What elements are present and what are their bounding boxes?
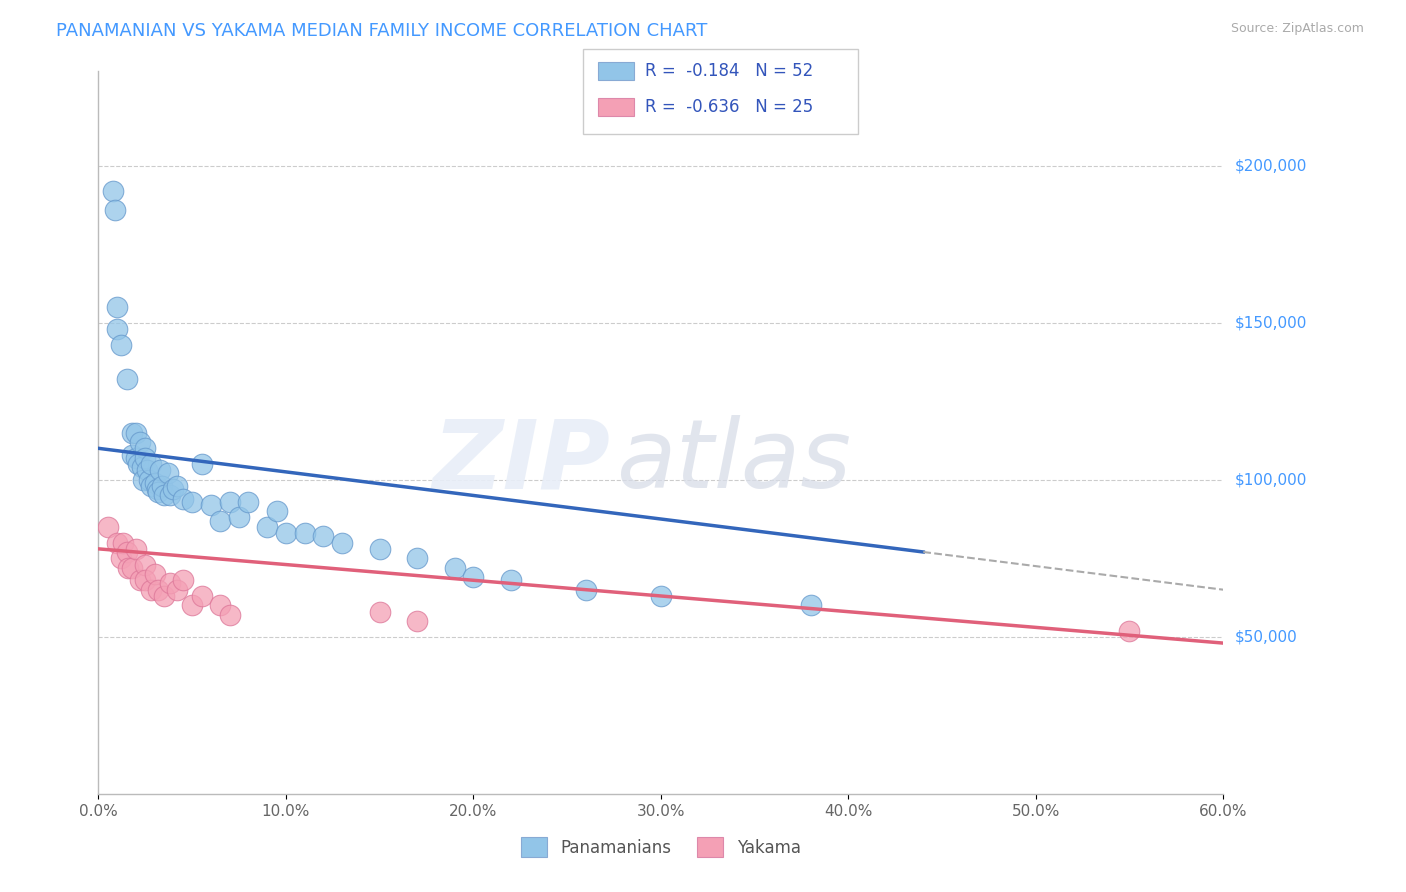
Point xyxy=(190,589,212,603)
Point xyxy=(132,473,155,487)
Point xyxy=(153,488,176,502)
Point xyxy=(800,599,823,613)
Point xyxy=(117,560,139,574)
Point xyxy=(125,425,148,440)
Point xyxy=(128,435,150,450)
Point xyxy=(134,442,156,456)
Point xyxy=(110,337,132,351)
Point xyxy=(121,560,143,574)
Point xyxy=(143,566,166,581)
Point xyxy=(110,551,132,566)
Text: $150,000: $150,000 xyxy=(1234,315,1306,330)
Point xyxy=(153,589,176,603)
Point xyxy=(368,605,391,619)
Point xyxy=(138,473,160,487)
Point xyxy=(159,488,181,502)
Point xyxy=(266,504,288,518)
Point xyxy=(463,570,485,584)
Point xyxy=(115,372,138,386)
Point xyxy=(131,460,153,475)
Point xyxy=(181,599,204,613)
Point xyxy=(139,479,162,493)
Point xyxy=(159,576,181,591)
Legend: Panamanians, Yakama: Panamanians, Yakama xyxy=(512,829,810,865)
Point xyxy=(148,485,170,500)
Point xyxy=(575,582,598,597)
Text: R =  -0.636   N = 25: R = -0.636 N = 25 xyxy=(645,98,814,116)
Point xyxy=(406,614,429,628)
Point xyxy=(125,541,148,556)
Point xyxy=(200,498,222,512)
Point xyxy=(128,574,150,588)
Point xyxy=(115,545,138,559)
Point xyxy=(181,494,204,508)
Point xyxy=(134,574,156,588)
Point xyxy=(218,494,240,508)
Point xyxy=(111,535,134,549)
Point xyxy=(312,529,335,543)
Text: $50,000: $50,000 xyxy=(1234,630,1298,644)
Point xyxy=(330,535,353,549)
Point xyxy=(166,479,188,493)
Text: atlas: atlas xyxy=(616,415,851,508)
Point xyxy=(145,482,167,496)
Text: Source: ZipAtlas.com: Source: ZipAtlas.com xyxy=(1230,22,1364,36)
Point xyxy=(209,514,232,528)
Point xyxy=(406,551,429,566)
Point xyxy=(209,599,232,613)
Point xyxy=(105,300,128,314)
Point xyxy=(166,582,188,597)
Point xyxy=(143,475,166,490)
Point xyxy=(104,202,127,217)
Point xyxy=(134,558,156,572)
Point xyxy=(274,526,297,541)
Point xyxy=(105,535,128,549)
Text: $200,000: $200,000 xyxy=(1234,158,1306,173)
Point xyxy=(156,467,179,481)
Point xyxy=(443,560,465,574)
Point xyxy=(256,520,278,534)
Point xyxy=(368,541,391,556)
Point xyxy=(294,526,316,541)
Point xyxy=(150,479,173,493)
Point xyxy=(172,574,194,588)
Point xyxy=(228,510,250,524)
Point xyxy=(103,184,125,198)
Text: ZIP: ZIP xyxy=(432,415,610,508)
Point xyxy=(105,322,128,336)
Point xyxy=(1118,624,1140,638)
Point xyxy=(149,463,172,477)
Point xyxy=(139,582,162,597)
Point xyxy=(499,574,522,588)
Point xyxy=(121,425,143,440)
Point xyxy=(139,457,162,471)
Point xyxy=(136,463,159,477)
Point xyxy=(172,491,194,506)
Point xyxy=(650,589,672,603)
Point xyxy=(190,457,212,471)
Point xyxy=(125,450,148,465)
Text: R =  -0.184   N = 52: R = -0.184 N = 52 xyxy=(645,62,814,80)
Point xyxy=(97,520,120,534)
Point xyxy=(134,450,156,465)
Point xyxy=(218,607,240,622)
Point xyxy=(148,582,170,597)
Text: PANAMANIAN VS YAKAMA MEDIAN FAMILY INCOME CORRELATION CHART: PANAMANIAN VS YAKAMA MEDIAN FAMILY INCOM… xyxy=(56,22,707,40)
Point xyxy=(162,482,184,496)
Point xyxy=(238,494,260,508)
Point xyxy=(121,448,143,462)
Text: $100,000: $100,000 xyxy=(1234,472,1306,487)
Point xyxy=(127,457,149,471)
